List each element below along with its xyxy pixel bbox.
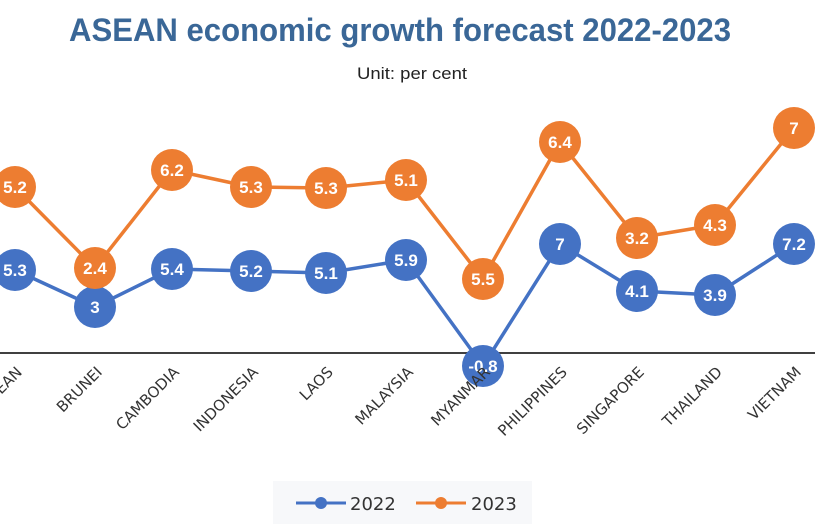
data-point-2023-vietnam[interactable]	[773, 107, 815, 149]
data-label-2023-myanmar: 5.5	[471, 270, 495, 289]
x-tick-label-malaysia: MALAYSIA	[352, 363, 418, 429]
series-2023: 5.2 2.4 6.2 5.3 5.3 5.1 5.5 6.4 3.2 4.3 7	[0, 107, 815, 300]
legend-item-2022[interactable]: 2022	[296, 494, 396, 515]
data-label-2023-malaysia: 5.1	[394, 171, 418, 190]
data-label-2023-vietnam: 7	[789, 119, 798, 138]
data-label-2022-asean: 5.3	[3, 261, 27, 280]
legend-item-2023[interactable]: 2023	[416, 494, 517, 515]
data-label-2023-asean: 5.2	[3, 178, 27, 197]
x-tick-label-vietnam: VIETNAM	[744, 363, 805, 424]
legend-marker-2023	[435, 497, 447, 509]
data-label-2023-brunei: 2.4	[83, 259, 107, 278]
x-tick-label-myanmar: MYANMAR	[427, 363, 494, 430]
x-tick-label-asean: ASEAN	[0, 363, 26, 412]
data-point-2022-vietnam[interactable]	[773, 223, 815, 265]
series-layer: 5.335.4 5.2 5.15.9-0.874.1 3.97.25.22.46.25…	[0, 107, 815, 387]
data-point-2023-brunei[interactable]	[74, 247, 116, 289]
data-point-2023-philippines[interactable]	[539, 121, 581, 163]
x-tick-label-indonesia: INDONESIA	[190, 363, 263, 436]
x-tick-label-laos: LAOS	[296, 363, 337, 404]
data-label-2022-brunei: 3	[90, 298, 99, 317]
data-point-2022-indonesia[interactable]	[230, 250, 272, 292]
data-label-2022-myanmar: -0.8	[468, 357, 497, 376]
x-tick-label-thailand: THAILAND	[658, 363, 726, 431]
data-point-2023-asean[interactable]	[0, 166, 36, 208]
series-2022: 5.3 3 5.4 5.2 5.1 5.9 -0.8 7 4.1 3.9 7.2	[0, 223, 815, 387]
data-label-2022-laos: 5.1	[314, 264, 338, 283]
data-point-2023-singapore[interactable]	[616, 217, 658, 259]
chart-subtitle: Unit: per cent	[357, 64, 467, 83]
data-point-2022-asean[interactable]	[0, 249, 36, 291]
data-point-2023-thailand[interactable]	[694, 204, 736, 246]
x-tick-label-singapore: SINGAPORE	[573, 363, 648, 438]
data-label-2023-singapore: 3.2	[625, 229, 649, 248]
data-point-2023-laos[interactable]	[305, 167, 347, 209]
legend: 2022 2023	[273, 481, 532, 524]
data-point-2023-myanmar[interactable]	[462, 258, 504, 300]
x-axis-labels: ASEAN BRUNEI CAMBODIA INDONESIA LAOS MALAYSIA…	[0, 363, 805, 440]
legend-label-2022: 2022	[350, 494, 396, 515]
data-label-2023-cambodia: 6.2	[160, 161, 184, 180]
legend-label-2023: 2023	[471, 494, 517, 515]
data-label-2023-philippines: 6.4	[548, 133, 572, 152]
data-point-2023-malaysia[interactable]	[385, 159, 427, 201]
data-label-2022-vietnam: 7.2	[782, 235, 806, 254]
legend-marker-2022	[315, 497, 327, 509]
data-label-2023-indonesia: 5.3	[239, 178, 263, 197]
data-point-2022-laos[interactable]	[305, 252, 347, 294]
data-point-2023-indonesia[interactable]	[230, 166, 272, 208]
data-label-2022-cambodia: 5.4	[160, 260, 184, 279]
data-point-2022-cambodia[interactable]	[151, 248, 193, 290]
data-label-2022-thailand: 3.9	[703, 286, 727, 305]
data-label-2022-malaysia: 5.9	[394, 251, 418, 270]
data-point-2022-malaysia[interactable]	[385, 239, 427, 281]
x-tick-label-cambodia: CAMBODIA	[112, 363, 183, 434]
data-point-2022-thailand[interactable]	[694, 274, 736, 316]
data-point-2023-cambodia[interactable]	[151, 149, 193, 191]
data-point-2022-myanmar[interactable]	[462, 345, 504, 387]
x-tick-label-brunei: BRUNEI	[53, 363, 106, 416]
data-label-2022-indonesia: 5.2	[239, 262, 263, 281]
data-label-2023-laos: 5.3	[314, 179, 338, 198]
x-tick-label-philippines: PHILIPPINES	[494, 363, 571, 440]
chart-title: ASEAN economic growth forecast 2022-2023	[69, 12, 731, 48]
data-label-2023-thailand: 4.3	[703, 216, 727, 235]
data-label-2022-singapore: 4.1	[625, 282, 649, 301]
data-point-2022-singapore[interactable]	[616, 270, 658, 312]
data-point-2022-brunei[interactable]	[74, 286, 116, 328]
data-label-2022-philippines: 7	[555, 235, 564, 254]
data-point-2022-philippines[interactable]	[539, 223, 581, 265]
